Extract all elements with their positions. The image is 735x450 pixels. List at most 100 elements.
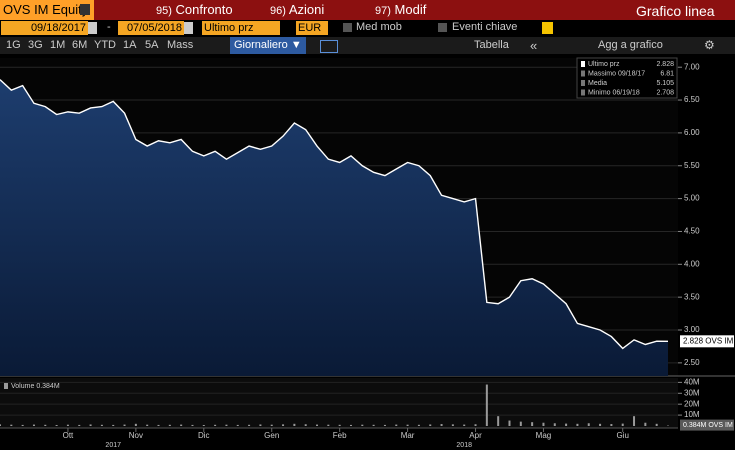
volume-bar [327, 424, 330, 426]
volume-bar [44, 424, 47, 426]
legend-value: 6.81 [660, 70, 674, 77]
chart-type[interactable]: Grafico linea [636, 3, 715, 19]
volume-bar [417, 424, 420, 426]
period-button[interactable]: 1M [50, 39, 66, 51]
tab[interactable]: 96) Azioni [270, 2, 324, 17]
volume-bar [225, 424, 228, 426]
volume-bar [406, 424, 409, 426]
volume-bar [610, 424, 613, 426]
x-tick-label: Ott [63, 431, 74, 440]
settings-icon[interactable]: ⚙ [704, 38, 715, 52]
y-tick-label: 6.50 [684, 95, 700, 104]
collapse[interactable]: « [530, 38, 538, 53]
volume-bar [248, 424, 251, 426]
volume-bar [78, 424, 81, 426]
tool-icon[interactable] [320, 40, 338, 53]
frequency[interactable]: Giornaliero ▼ [230, 37, 306, 54]
volume-bar [316, 424, 319, 426]
period-button[interactable]: YTD [94, 39, 116, 51]
volume-bar [180, 424, 183, 426]
volume-bar [282, 424, 285, 426]
key-events[interactable]: Eventi chiave [452, 21, 518, 33]
legend-label: Media [588, 80, 607, 87]
volume-bar [123, 424, 126, 426]
x-tick-label: Dic [198, 431, 210, 440]
add-to-chart[interactable]: Agg a grafico [598, 39, 663, 51]
price-line [0, 79, 669, 350]
last-volume-tag [680, 419, 734, 431]
volume-bar [440, 424, 443, 426]
legend-label: Massimo 09/18/17 [588, 70, 645, 77]
start-date[interactable]: 09/18/2017 [1, 21, 88, 35]
y-tick-label: 30M [684, 388, 700, 397]
x-tick-label: Nov [129, 431, 143, 440]
period-button[interactable]: 1G [6, 39, 21, 51]
tab-number: 97) [375, 5, 391, 17]
calendar-icon[interactable] [184, 22, 193, 34]
security-box[interactable]: OVS IM Equity [0, 0, 94, 20]
period-button[interactable]: 6M [72, 39, 88, 51]
controls-bar: 09/18/2017 - 07/05/2018 Ultimo prz EUR M… [0, 20, 735, 37]
info-icon[interactable] [542, 22, 553, 34]
period-bar: Giornaliero ▼ Tabella « Agg a grafico ⚙ … [0, 37, 735, 54]
volume-value: 0.384M [36, 383, 60, 390]
y-tick-label: 10M [684, 410, 700, 419]
x-year-label: 2018 [456, 442, 472, 449]
volume-bar [644, 422, 647, 426]
period-button[interactable]: 3G [28, 39, 43, 51]
volume-name: Volume [11, 383, 34, 390]
field[interactable]: Ultimo prz [202, 21, 280, 35]
checkbox[interactable] [438, 23, 447, 32]
volume-bar [633, 416, 636, 426]
last-volume-value: 0.384M [683, 422, 707, 429]
end-date[interactable]: 07/05/2018 [118, 21, 184, 35]
y-tick-label: 4.50 [684, 227, 700, 236]
y-tick-label: 3.00 [684, 325, 700, 334]
tab[interactable]: 97) Modif [375, 2, 426, 17]
volume-bar [655, 423, 658, 426]
volume-bar [576, 423, 579, 426]
x-tick-label: Giu [616, 431, 628, 440]
title-bar: OVS IM Equity 95) Confronto 96) Azioni 9… [0, 0, 735, 20]
checkbox[interactable] [343, 23, 352, 32]
table[interactable]: Tabella [474, 39, 509, 51]
volume-bar [10, 424, 13, 426]
volume-bar [519, 421, 522, 426]
volume-bar [0, 424, 1, 426]
moving-average[interactable]: Med mob [356, 21, 402, 33]
period-button[interactable]: Mass [167, 39, 194, 51]
tab[interactable]: 95) Confronto [156, 2, 233, 17]
volume-bar [21, 424, 24, 426]
tab-label: Modif [394, 2, 427, 17]
tab-label: Azioni [288, 2, 325, 17]
y-tick-label: 20M [684, 399, 700, 408]
volume-bar [395, 424, 398, 426]
x-tick-label: Gen [264, 431, 279, 440]
legend-value: 5.105 [656, 80, 674, 87]
x-tick-label: Mar [401, 431, 415, 440]
volume-bar [259, 424, 262, 426]
series-name: OVS IM [705, 336, 733, 345]
y-tick-label: 4.00 [684, 259, 700, 268]
volume-bar [112, 424, 115, 426]
currency[interactable]: EUR [296, 21, 328, 35]
period-button[interactable]: 5A [145, 39, 159, 51]
period-button[interactable]: 1A [123, 39, 137, 51]
legend-swatch [581, 80, 585, 86]
volume-bar [191, 424, 194, 426]
volume-bar [55, 425, 58, 426]
calendar-icon[interactable] [88, 22, 97, 34]
x-tick-label: Apr [469, 431, 482, 440]
volume-area [0, 378, 678, 428]
y-tick-label: 2.50 [684, 358, 700, 367]
x-year-label: 2017 [105, 442, 121, 449]
volume-bar [338, 424, 341, 426]
legend-swatch [581, 61, 585, 67]
y-tick-label: 6.00 [684, 128, 700, 137]
volume-bar [236, 424, 239, 426]
last-price-value: 2.828 [683, 336, 704, 345]
volume-bar [508, 420, 511, 426]
volume-bar [214, 424, 217, 426]
chart: 2.50 3.00 3.50 4.00 4.50 5.00 5.50 6.00 6.50 7.00… [0, 57, 735, 449]
